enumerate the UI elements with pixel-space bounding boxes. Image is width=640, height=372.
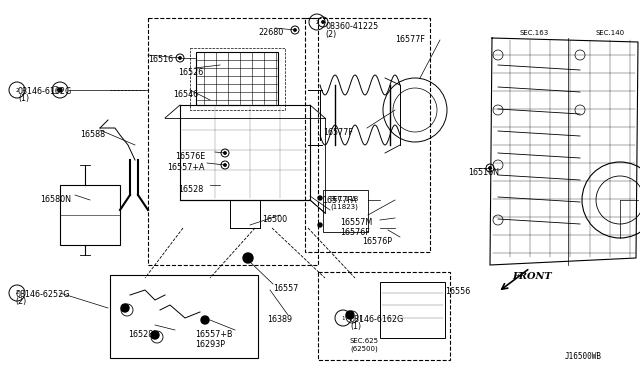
Text: SEC.625: SEC.625 <box>350 338 379 344</box>
Text: 16576E: 16576E <box>175 152 205 161</box>
Text: J16500WB: J16500WB <box>565 352 602 361</box>
Text: 16588: 16588 <box>80 130 105 139</box>
Text: (2): (2) <box>325 30 336 39</box>
Text: 16577F: 16577F <box>395 35 425 44</box>
Text: 16526: 16526 <box>178 68 204 77</box>
Circle shape <box>224 164 226 166</box>
Bar <box>380 282 445 338</box>
Text: 16557+A: 16557+A <box>167 163 205 172</box>
Text: (2): (2) <box>15 297 26 306</box>
Text: 16557: 16557 <box>273 284 298 293</box>
Text: 16528: 16528 <box>178 185 204 194</box>
Text: 16556: 16556 <box>445 287 470 296</box>
Bar <box>60 185 120 245</box>
Circle shape <box>489 167 492 169</box>
Text: 16293P: 16293P <box>195 340 225 349</box>
Text: 16557M: 16557M <box>340 218 372 227</box>
Text: SEC.140: SEC.140 <box>595 30 624 36</box>
Text: 08146-6162G: 08146-6162G <box>18 87 72 96</box>
Text: 2: 2 <box>15 87 19 93</box>
Text: SEC.118: SEC.118 <box>330 196 359 202</box>
Bar <box>323 190 368 232</box>
Text: 08360-41225: 08360-41225 <box>325 22 378 31</box>
Circle shape <box>318 223 322 227</box>
Bar <box>318 272 450 360</box>
Circle shape <box>58 88 62 92</box>
Text: (1): (1) <box>18 94 29 103</box>
Bar <box>196 52 278 105</box>
Text: (11823): (11823) <box>330 204 358 211</box>
Text: 16557+B: 16557+B <box>195 330 232 339</box>
Text: 2: 2 <box>316 19 319 25</box>
Circle shape <box>224 152 226 154</box>
Bar <box>110 275 258 358</box>
Text: 16516: 16516 <box>148 55 173 64</box>
Text: Ⓐ: Ⓐ <box>52 86 58 94</box>
Circle shape <box>322 21 324 23</box>
Text: SEC.163: SEC.163 <box>520 30 549 36</box>
Text: FRONT: FRONT <box>512 272 552 281</box>
Bar <box>190 48 285 110</box>
Text: 08146-6252G: 08146-6252G <box>15 290 70 299</box>
Circle shape <box>151 331 159 339</box>
Text: 2: 2 <box>15 291 19 295</box>
Text: 22680: 22680 <box>258 28 284 37</box>
Text: (62500): (62500) <box>350 345 378 352</box>
Text: 16516N: 16516N <box>468 168 499 177</box>
Text: 16576P: 16576P <box>362 237 392 246</box>
Bar <box>180 105 310 200</box>
Text: 16546: 16546 <box>173 90 198 99</box>
Circle shape <box>121 304 129 312</box>
Text: 16389: 16389 <box>267 315 292 324</box>
Text: 16580N: 16580N <box>40 195 71 204</box>
Circle shape <box>294 29 296 31</box>
Circle shape <box>318 196 322 200</box>
Circle shape <box>243 253 253 263</box>
Text: 08146-6162G: 08146-6162G <box>350 315 404 324</box>
Text: (1): (1) <box>350 322 361 331</box>
Text: 16576F: 16576F <box>340 228 370 237</box>
Text: 16500: 16500 <box>262 215 287 224</box>
Text: 1: 1 <box>341 315 345 321</box>
Circle shape <box>201 316 209 324</box>
Circle shape <box>179 57 181 59</box>
Bar <box>148 18 318 265</box>
Text: 16528J: 16528J <box>128 330 156 339</box>
Bar <box>305 18 430 252</box>
Circle shape <box>346 311 354 319</box>
Text: 16577F: 16577F <box>323 128 353 137</box>
Text: 16577FA: 16577FA <box>322 196 356 205</box>
